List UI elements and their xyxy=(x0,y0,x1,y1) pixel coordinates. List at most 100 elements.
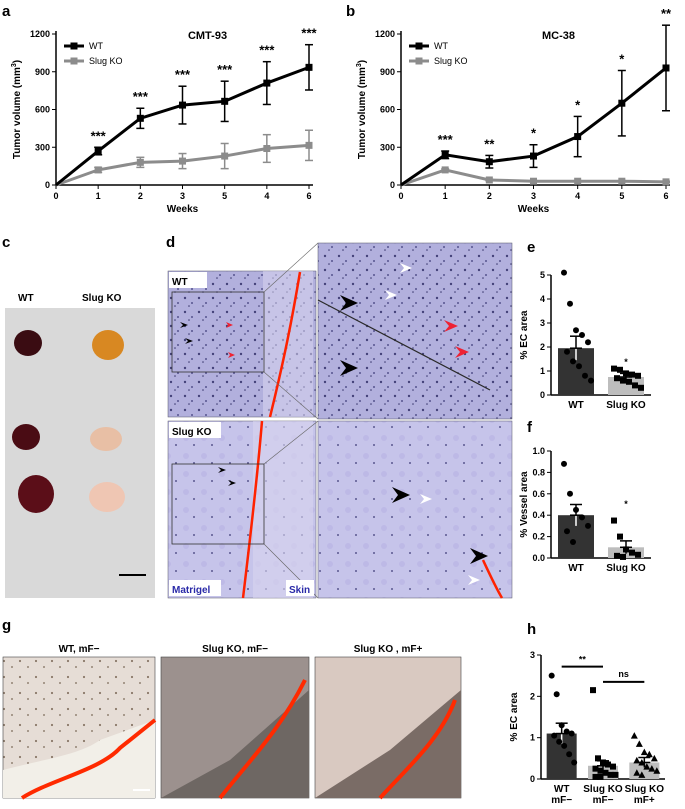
legend-entry: WT xyxy=(434,41,448,51)
zoom-connector-wt-top xyxy=(263,242,319,293)
legend-marker xyxy=(70,57,78,65)
white-arrowhead xyxy=(400,263,412,273)
matrigel-border-wt xyxy=(268,271,302,418)
histology-d-skin-label-bg xyxy=(286,580,314,596)
data-point xyxy=(179,101,186,109)
x-tick-label: 5 xyxy=(619,191,624,201)
x-tick-label: WT xyxy=(554,784,570,795)
panel-label-a: a xyxy=(2,3,11,20)
panel-label-d: d xyxy=(166,234,175,251)
histology-d-matrigel-label: Matrigel xyxy=(172,585,211,596)
data-point xyxy=(588,377,594,384)
data-point xyxy=(638,384,644,391)
matrigel-border-g3 xyxy=(378,699,457,800)
data-point xyxy=(585,522,591,529)
y-tick-label: 1 xyxy=(540,366,545,376)
y-tick-label: 300 xyxy=(35,142,50,152)
zoom-connector-ko-top xyxy=(263,420,319,465)
y-axis-label: Tumor volume (mm3) xyxy=(11,60,23,159)
red-arrowhead-small xyxy=(226,322,233,328)
data-point xyxy=(640,748,648,756)
data-point xyxy=(650,754,658,762)
data-point xyxy=(648,765,656,772)
data-point xyxy=(620,377,626,384)
data-point xyxy=(574,177,582,185)
y-tick-label: 0.2 xyxy=(532,532,545,542)
tumor-ko-1 xyxy=(92,330,124,360)
data-point xyxy=(632,382,638,389)
black-arrowhead xyxy=(340,295,358,311)
histology-d-wt-skin xyxy=(263,271,313,417)
data-point xyxy=(635,372,641,379)
y-tick-label: 0 xyxy=(530,774,535,784)
ihc-label-3: Slug KO , mF+ xyxy=(354,644,423,655)
x-tick-label: 1 xyxy=(443,191,448,201)
histology-d-wt-label: WT xyxy=(172,277,188,288)
significance-label: *** xyxy=(91,128,107,143)
significance-label: *** xyxy=(259,43,275,58)
red-arrowhead-small xyxy=(228,352,235,358)
legend-entry: Slug KO xyxy=(434,56,468,66)
matrigel-border-ko xyxy=(241,420,264,599)
data-point xyxy=(638,771,646,778)
x-tick-label: 2 xyxy=(487,191,492,201)
y-tick-label: 0.6 xyxy=(532,489,545,499)
y-tick-label: 0 xyxy=(45,180,50,190)
data-point xyxy=(626,378,632,385)
data-point xyxy=(607,771,614,778)
data-point xyxy=(441,151,449,159)
data-point xyxy=(614,375,620,382)
x-tick-label: Slug KO xyxy=(606,400,646,411)
data-point xyxy=(530,177,537,185)
x-tick-label: Slug KO xyxy=(606,563,646,574)
histology-g: WT, mF− Slug KO, mF− Slug KO , mF+ xyxy=(2,644,462,800)
data-point xyxy=(570,538,576,545)
data-point xyxy=(574,133,582,141)
x-tick-label: Slug KO xyxy=(583,784,623,795)
x-tick-label: 1 xyxy=(96,191,101,201)
data-point xyxy=(563,728,570,735)
black-arrowhead xyxy=(340,360,358,376)
data-point xyxy=(567,490,573,497)
x-tick-label: WT xyxy=(568,400,584,411)
panel-label-c: c xyxy=(2,234,10,251)
data-point xyxy=(179,157,186,165)
data-point xyxy=(590,687,596,694)
significance-label: *** xyxy=(133,89,149,104)
chart-f-vessel-area: 0.0 0.2 0.4 0.6 0.8 1.0 % Vessel area WT Slug KO… xyxy=(519,446,651,574)
black-arrowhead-small xyxy=(218,467,226,473)
data-point xyxy=(630,732,638,739)
data-point xyxy=(530,152,537,160)
data-point xyxy=(561,460,567,467)
data-point xyxy=(614,552,620,559)
data-point xyxy=(629,549,635,556)
significance-label: ns xyxy=(618,669,629,679)
y-axis-label: Tumor volume (mm3) xyxy=(356,60,368,159)
legend-entry: Slug KO xyxy=(89,56,123,66)
x-tick-label: mF− xyxy=(551,795,572,806)
x-tick-label: 3 xyxy=(531,191,536,201)
data-point xyxy=(662,178,670,186)
black-arrowhead xyxy=(470,548,488,564)
legend-marker xyxy=(415,57,423,65)
histology-d: WT Slug KO Matrigel Skin xyxy=(167,242,513,599)
data-point xyxy=(605,761,611,768)
significance-label: *** xyxy=(438,132,454,147)
legend-entry: WT xyxy=(89,41,103,51)
x-tick-label: 6 xyxy=(306,191,311,201)
significance-label: ** xyxy=(579,655,587,665)
data-point xyxy=(617,533,623,540)
data-point xyxy=(623,546,629,553)
black-arrowhead xyxy=(392,487,410,503)
matrigel-border-ko-zoom xyxy=(481,559,504,599)
data-point xyxy=(561,269,567,276)
data-point xyxy=(612,771,619,778)
white-arrowhead xyxy=(468,575,480,585)
data-point xyxy=(551,732,558,739)
data-point xyxy=(633,769,641,776)
chart-b-tumor-volume-mc38: 0 300 600 900 1200 0 1 2 3 4 5 6 Weeks Tumor volume (… xyxy=(356,6,672,215)
chart-title: CMT-93 xyxy=(188,30,227,42)
tumor-ko-2 xyxy=(90,427,122,451)
